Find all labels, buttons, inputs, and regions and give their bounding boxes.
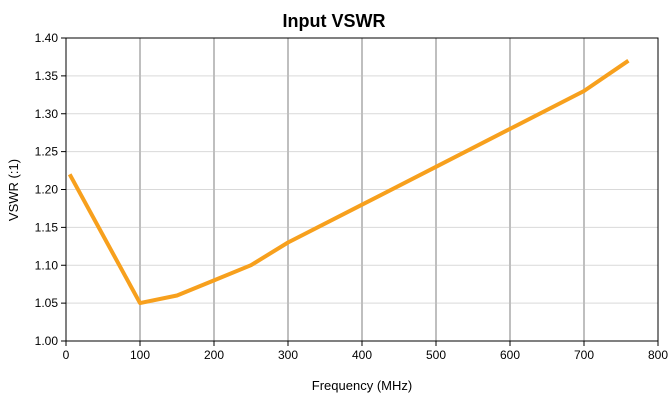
grid-lines: [66, 38, 658, 341]
x-tick-label: 400: [352, 348, 372, 362]
y-tick-label: 1.10: [35, 258, 59, 272]
x-tick-label: 500: [426, 348, 446, 362]
y-tick-label: 1.30: [35, 107, 59, 121]
y-tick-label: 1.40: [35, 31, 59, 45]
y-tick-labels: 1.00 1.05 1.10 1.15 1.20 1.25 1.30 1.35 1.40: [35, 31, 59, 348]
x-tick-label: 700: [574, 348, 594, 362]
plot-frame: [61, 37, 659, 346]
y-tick-label: 1.25: [35, 145, 59, 159]
x-tick-label: 300: [278, 348, 298, 362]
x-tick-label: 800: [648, 348, 668, 362]
y-tick-label: 1.15: [35, 220, 59, 234]
y-tick-label: 1.35: [35, 69, 59, 83]
y-tick-label: 1.20: [35, 183, 59, 197]
plot-border: [65, 37, 659, 342]
x-axis-label: Frequency (MHz): [312, 378, 412, 393]
chart-title: Input VSWR: [283, 11, 386, 31]
vswr-series-line: [67, 59, 630, 306]
y-tick-label: 1.05: [35, 296, 59, 310]
x-tick-label: 600: [500, 348, 520, 362]
y-axis-label: VSWR (:1): [6, 159, 21, 221]
x-tick-labels: 0 100 200 300 400 500 600 700 800: [63, 348, 669, 362]
x-tick-label: 200: [204, 348, 224, 362]
y-tick-label: 1.00: [35, 334, 59, 348]
x-tick-label: 100: [130, 348, 150, 362]
series-group: [67, 59, 630, 306]
x-tick-label: 0: [63, 348, 70, 362]
